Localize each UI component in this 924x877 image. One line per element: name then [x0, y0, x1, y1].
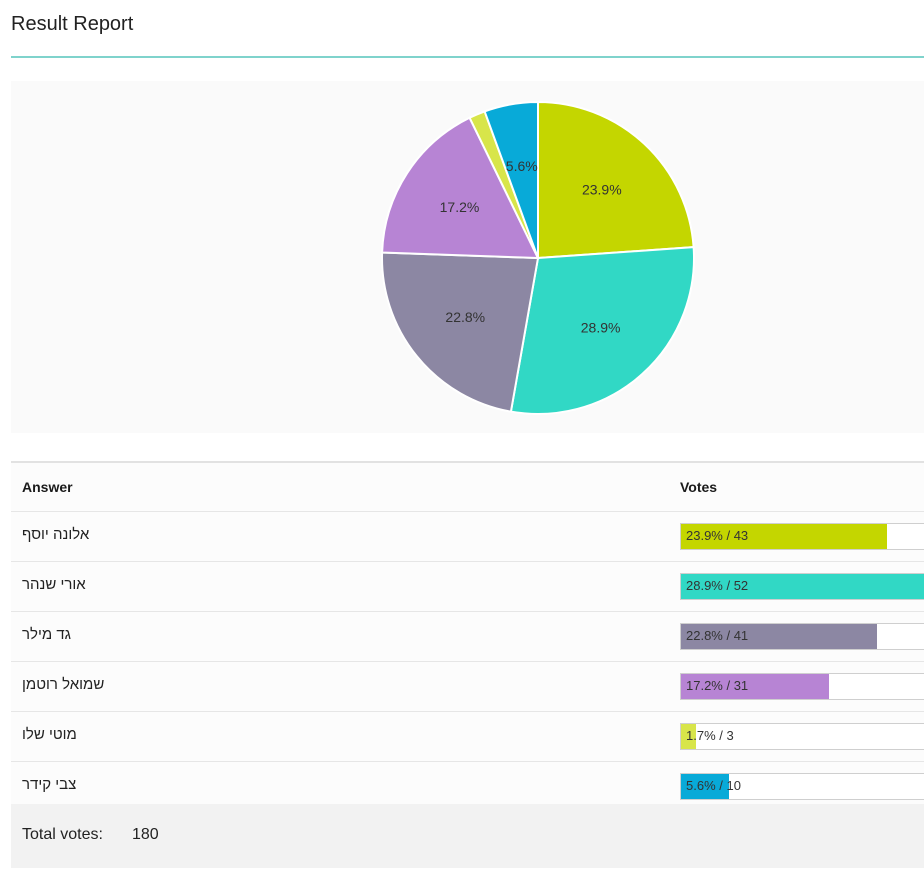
answer-name: אורי שנהר	[22, 576, 86, 593]
vote-bar-label: 5.6% / 10	[686, 778, 741, 793]
table-row: שמואל רוטמן 17.2% / 31	[11, 661, 924, 711]
table-row: אלונה יוסף 23.9% / 43	[11, 511, 924, 561]
vote-bar-label: 28.9% / 52	[686, 578, 749, 593]
vote-bar: 28.9% / 52	[680, 573, 924, 600]
results-table: Answer Votes אלונה יוסף 23.9% / 43 אורי שנ…	[11, 461, 924, 811]
pie-chart: 23.9% 28.9% 22.8% 17.2% 5.6%	[381, 100, 695, 415]
vote-bar-label: 23.9% / 43	[686, 528, 749, 543]
pie-slice-label: 28.9%	[581, 320, 621, 336]
vote-bar-label: 17.2% / 31	[686, 678, 749, 693]
vote-bar-fill	[681, 774, 730, 799]
total-votes-bar: Total votes: 180	[11, 804, 924, 868]
table-row: צבי קידר 5.6% / 10	[11, 761, 924, 811]
answer-name: מוטי שלו	[22, 726, 77, 743]
pie-slice[interactable]	[537, 100, 695, 260]
pie-slice[interactable]	[483, 100, 539, 259]
vote-bar: 5.6% / 10	[680, 773, 924, 800]
table-row: מוטי שלו 1.7% / 3	[11, 711, 924, 761]
vote-bar-fill	[681, 674, 829, 699]
pie-slice[interactable]	[381, 116, 540, 260]
total-votes-value: 180	[132, 826, 159, 843]
title-divider	[11, 56, 924, 58]
page-title: Result Report	[11, 13, 134, 35]
pie-slice[interactable]	[509, 246, 695, 415]
vote-bar-fill	[681, 524, 887, 549]
answer-name: צבי קידר	[22, 776, 77, 793]
vote-bar-fill	[681, 724, 696, 749]
table-header: Answer Votes	[11, 463, 924, 511]
votes-column-header: Votes	[680, 479, 718, 495]
pie-slice[interactable]	[381, 251, 540, 413]
vote-bar: 17.2% / 31	[680, 673, 924, 700]
table-row: אורי שנהר 28.9% / 52	[11, 561, 924, 611]
pie-slice-label: 23.9%	[582, 182, 622, 198]
answer-name: אלונה יוסף	[22, 526, 90, 543]
answer-name: שמואל רוטמן	[22, 676, 105, 693]
vote-bar-label: 1.7% / 3	[686, 728, 734, 743]
vote-bar: 22.8% / 41	[680, 623, 924, 650]
pie-slice-label: 22.8%	[445, 309, 485, 325]
total-votes-label: Total votes:	[22, 826, 103, 843]
answer-name: גד מילר	[22, 626, 71, 643]
pie-chart-panel: 23.9% 28.9% 22.8% 17.2% 5.6%	[11, 81, 924, 433]
pie-slice-label: 5.6%	[506, 158, 538, 174]
vote-bar-label: 22.8% / 41	[686, 628, 749, 643]
table-row: גד מילר 22.8% / 41	[11, 611, 924, 661]
vote-bar-fill	[681, 574, 924, 599]
answer-column-header: Answer	[22, 479, 73, 495]
pie-slice-label: 17.2%	[440, 199, 480, 215]
vote-bar-fill	[681, 624, 878, 649]
vote-bar: 1.7% / 3	[680, 723, 924, 750]
vote-bar: 23.9% / 43	[680, 523, 924, 550]
